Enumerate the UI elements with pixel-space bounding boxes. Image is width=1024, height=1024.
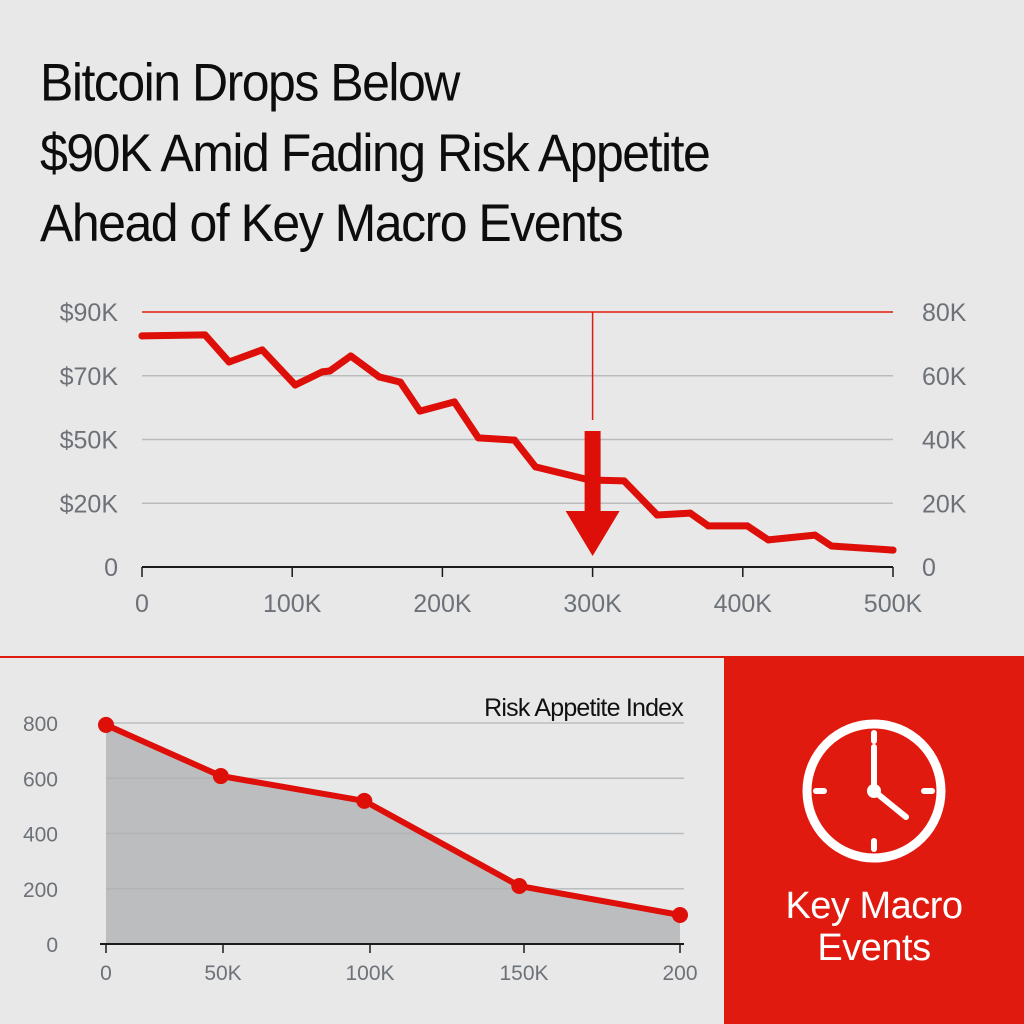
price-series-line [138, 331, 897, 554]
price-data-point [326, 367, 334, 375]
price-data-point [620, 477, 628, 485]
price-data-point [138, 332, 146, 340]
risk-chart-x-axis: 0 50K 100K 150K 200 [100, 943, 698, 985]
price-chart-right-tick-label: 80K [922, 299, 967, 327]
price-chart-right-axis: 80K 60K 40K 20K 0 [922, 299, 967, 582]
price-data-point [347, 352, 355, 360]
price-chart-right-tick-label: 40K [922, 427, 967, 455]
panel-title-line-1: Key Macro [785, 885, 963, 927]
price-data-point [450, 398, 458, 406]
risk-chart-grid [106, 722, 684, 890]
headline: Bitcoin Drops Below $90K Amid Fading Ris… [40, 48, 1000, 259]
price-chart-x-tick-label: 100K [263, 590, 322, 618]
price-data-point [686, 509, 694, 517]
risk-chart-x-tick-label: 0 [100, 962, 112, 985]
risk-chart-y-tick-label: 200 [23, 879, 58, 902]
down-arrow-shaft [584, 431, 601, 513]
risk-chart-x-tick-label: 100K [345, 962, 394, 985]
price-data-point [258, 346, 266, 354]
price-chart-right-tick-label: 20K [922, 490, 967, 518]
risk-chart-y-tick-label: 600 [23, 768, 58, 791]
risk-chart-series [98, 716, 688, 923]
risk-area-fill [106, 724, 680, 944]
down-arrow-icon [565, 511, 620, 556]
price-data-point [586, 476, 594, 484]
headline-line-1: Bitcoin Drops Below [40, 53, 460, 113]
panel-title: Key Macro Events [724, 885, 1024, 969]
price-data-point [889, 546, 897, 554]
price-data-point [318, 368, 326, 376]
price-data-point [653, 511, 661, 519]
price-data-point [532, 463, 540, 471]
price-chart-x-tick-label: 200K [413, 590, 472, 618]
price-chart-x-tick-label: 500K [864, 590, 923, 618]
risk-data-point [212, 768, 229, 785]
price-data-point [764, 536, 772, 544]
risk-chart-area-layer [106, 724, 680, 944]
risk-data-point [98, 716, 114, 733]
price-data-point [201, 331, 209, 339]
price-data-point [396, 378, 404, 386]
risk-data-point [672, 906, 688, 923]
price-data-point [811, 531, 819, 539]
price-chart-left-tick-label: $50K [60, 427, 119, 455]
risk-chart-title: Risk Appetite Index [484, 694, 684, 722]
price-chart-x-axis: 0 100K 200K 300K 400K 500K [135, 566, 923, 618]
risk-chart-x-tick-label: 50K [204, 962, 241, 985]
price-chart-x-tick-label: 400K [714, 590, 773, 618]
risk-chart-x-tick-label: 150K [499, 962, 548, 985]
risk-data-point [511, 877, 528, 894]
price-data-point [225, 358, 233, 366]
headline-line-3: Ahead of Key Macro Events [40, 193, 624, 253]
price-chart-x-tick-label: 300K [563, 590, 622, 618]
risk-chart-y-tick-label: 0 [46, 934, 58, 957]
risk-chart-x-tick-label: 200 [662, 962, 697, 985]
price-chart-right-tick-label: 0 [922, 554, 936, 582]
risk-chart-y-tick-label: 400 [23, 824, 58, 847]
price-chart-grid [142, 311, 893, 504]
price-chart-right-tick-label: 60K [922, 363, 967, 391]
price-data-point [375, 373, 383, 381]
clock-icon [802, 719, 946, 863]
price-data-point [291, 381, 299, 389]
price-chart-x-tick-label: 0 [135, 590, 149, 618]
risk-chart-y-tick-label: 800 [23, 713, 58, 736]
risk-appetite-chart: 0 200 400 600 800 0 50K 100K 150K 200 Risk Appet… [23, 694, 698, 985]
price-data-point [510, 436, 518, 444]
price-data-point [474, 434, 482, 442]
risk-data-point [356, 792, 373, 809]
price-chart-left-tick-label: 0 [104, 554, 118, 582]
price-chart-left-tick-label: $70K [60, 363, 119, 391]
price-data-point [743, 522, 751, 530]
price-chart-left-tick-label: $90K [60, 299, 119, 327]
headline-line-2: $90K Amid Fading Risk Appetite [40, 123, 711, 183]
price-data-point [827, 542, 835, 550]
panel-title-line-2: Events [817, 927, 931, 969]
risk-chart-y-axis: 0 200 400 600 800 [23, 713, 58, 957]
key-macro-events-panel: Key Macro Events [724, 657, 1024, 1024]
price-chart-series [138, 331, 897, 554]
price-chart-annotation [565, 312, 620, 556]
price-data-point [704, 522, 712, 530]
price-chart-left-axis: $90K $70K $50K $20K 0 [60, 299, 119, 582]
price-chart-left-tick-label: $20K [60, 490, 119, 518]
price-data-point [416, 407, 424, 415]
price-chart: $90K $70K $50K $20K 0 80K 60K 40K 20K 0 0 100K 200… [60, 299, 967, 618]
